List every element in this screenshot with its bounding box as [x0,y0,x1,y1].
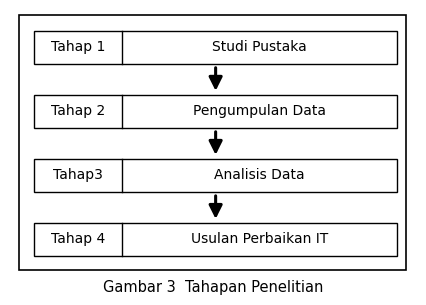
Text: Usulan Perbaikan IT: Usulan Perbaikan IT [190,232,327,246]
Bar [19,15,405,270]
Bar [34,159,396,192]
Bar [34,30,396,64]
Text: Tahap 4: Tahap 4 [51,232,105,246]
Text: Studi Pustaka: Studi Pustaka [212,40,306,54]
Text: Pengumpulan Data: Pengumpulan Data [193,104,325,118]
Text: Tahap 1: Tahap 1 [51,40,105,54]
Text: Gambar 3  Tahapan Penelitian: Gambar 3 Tahapan Penelitian [103,280,323,295]
Text: Tahap 2: Tahap 2 [51,104,105,118]
Text: Tahap3: Tahap3 [53,168,103,182]
Bar [34,95,396,128]
Text: Analisis Data: Analisis Data [213,168,304,182]
Bar [34,223,396,256]
